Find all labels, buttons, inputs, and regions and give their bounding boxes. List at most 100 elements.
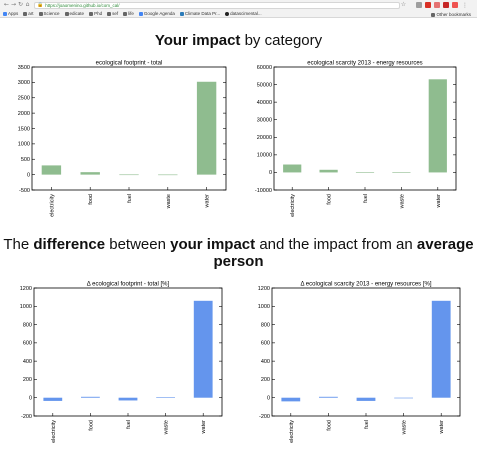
calendar-icon — [138, 11, 143, 16]
folder-icon — [64, 11, 69, 16]
x-tick-label: waste — [402, 420, 408, 435]
folder-icon — [123, 11, 128, 16]
x-tick-label: food — [88, 194, 94, 205]
bookmark-github[interactable]: datascimental... — [225, 11, 262, 16]
difference-heading: The difference between your impact and t… — [3, 236, 474, 270]
bar-food — [319, 396, 338, 398]
y-tick-label: 1000 — [258, 304, 270, 310]
extension-icon[interactable] — [416, 2, 422, 8]
x-tick-label: electricity — [290, 194, 296, 217]
folder-icon — [38, 11, 43, 16]
bar-fuel — [356, 397, 376, 401]
folder-icon — [107, 11, 112, 16]
y-tick-label: 200 — [23, 377, 32, 383]
home-icon[interactable]: ⌂ — [25, 1, 30, 8]
chart-title: ecological scarcity 2013 - energy resour… — [307, 61, 422, 67]
bar-electricity — [43, 397, 63, 401]
impact-heading-rest: by category — [240, 32, 323, 49]
bar-water — [196, 81, 217, 175]
y-tick-label: -200 — [21, 414, 32, 420]
y-tick-label: 1200 — [258, 286, 270, 292]
y-tick-label: 1000 — [18, 142, 30, 148]
bookmark-folder[interactable]: Science — [38, 11, 60, 16]
extension-icon[interactable] — [443, 2, 449, 8]
bookmark-folder[interactable]: edicate — [64, 11, 84, 16]
y-tick-label: 200 — [261, 377, 270, 383]
y-tick-label: 0 — [27, 172, 30, 178]
y-tick-label: 0 — [267, 396, 270, 402]
x-tick-label: electricity — [49, 194, 55, 217]
apps-icon — [3, 11, 7, 16]
bookmark-apps[interactable]: Apps — [3, 11, 18, 16]
bar-waste — [156, 397, 175, 398]
bar-waste — [158, 174, 178, 176]
extension-icon[interactable] — [434, 2, 440, 8]
y-tick-label: 60000 — [257, 65, 272, 71]
extension-icons — [413, 2, 458, 8]
y-tick-label: 1000 — [20, 304, 32, 310]
y-tick-label: 50000 — [257, 82, 272, 88]
plot-frame — [271, 287, 461, 417]
x-tick-label: waste — [399, 194, 405, 209]
y-tick-label: 3000 — [18, 80, 30, 86]
bar-water — [193, 300, 213, 398]
y-tick-label: -200 — [259, 414, 270, 420]
bar-fuel — [355, 172, 375, 173]
bookmark-google-agenda[interactable]: Google Agenda — [138, 11, 175, 16]
x-tick-label: water — [205, 194, 211, 209]
address-bar[interactable]: 🔒 https://joaomenino.github.io/com_cal/ — [34, 1, 400, 9]
y-tick-label: 800 — [23, 322, 32, 328]
x-tick-label: food — [88, 420, 94, 431]
back-icon[interactable]: ← — [3, 1, 10, 8]
bookmark-folder[interactable]: art — [23, 11, 34, 16]
y-tick-label: 20000 — [257, 135, 272, 141]
x-tick-label: electricity — [289, 420, 295, 443]
menu-icon[interactable]: ⋮ — [462, 1, 468, 9]
reload-icon[interactable]: ↻ — [17, 1, 24, 8]
bookmark-climate-data[interactable]: Climate Data Pr... — [179, 11, 220, 16]
y-tick-label: 1500 — [18, 126, 30, 132]
bar-fuel — [119, 174, 139, 176]
y-tick-label: 2500 — [18, 96, 30, 102]
chart-scarcity-energy: ecological scarcity 2013 - energy resour… — [255, 61, 457, 217]
x-tick-label: waste — [164, 420, 170, 435]
y-tick-label: -10000 — [255, 188, 272, 194]
bar-water — [431, 300, 451, 398]
bar-food — [81, 396, 100, 398]
bookmark-folder[interactable]: life — [123, 11, 134, 16]
x-tick-label: fuel — [364, 420, 370, 429]
y-tick-label: 0 — [269, 170, 272, 176]
other-bookmarks[interactable]: Other bookmarks — [431, 12, 471, 17]
lock-icon: 🔒 — [37, 2, 44, 8]
y-tick-label: 500 — [21, 157, 30, 163]
bar-electricity — [281, 397, 301, 402]
extension-icon[interactable] — [425, 2, 431, 8]
climate-icon — [179, 11, 184, 16]
x-tick-label: water — [439, 420, 445, 435]
x-tick-label: electricity — [51, 420, 57, 443]
chart-footprint-diff: Δ ecological footprint - total [%] -200 0 2… — [20, 282, 223, 443]
impact-heading: Your impact by category — [0, 32, 477, 49]
y-tick-label: 600 — [261, 341, 270, 347]
forward-icon[interactable]: → — [10, 1, 17, 8]
browser-toolbar: ← → ↻ ⌂ 🔒 https://joaomenino.github.io/c… — [0, 0, 477, 10]
bookmark-folder[interactable]: sef — [107, 11, 118, 16]
bookmarks-bar: Apps art Science edicate Phd sef life Go… — [0, 10, 477, 18]
star-icon[interactable]: ☆ — [400, 1, 407, 8]
bar-waste — [394, 397, 413, 399]
bar-electricity — [41, 165, 62, 175]
y-tick-label: 400 — [23, 359, 32, 365]
chart-title: Δ ecological scarcity 2013 - energy reso… — [300, 282, 431, 288]
x-tick-label: fuel — [363, 194, 369, 203]
y-tick-label: 400 — [261, 359, 270, 365]
y-tick-label: 2000 — [18, 111, 30, 117]
x-tick-label: fuel — [126, 420, 132, 429]
extension-icon[interactable] — [452, 2, 458, 8]
y-tick-label: 3500 — [18, 65, 30, 71]
x-tick-label: food — [326, 420, 332, 431]
github-icon — [225, 11, 230, 16]
x-tick-label: fuel — [127, 194, 133, 203]
bar-waste — [392, 172, 411, 173]
bookmark-folder[interactable]: Phd — [89, 11, 102, 16]
y-tick-label: 800 — [261, 322, 270, 328]
